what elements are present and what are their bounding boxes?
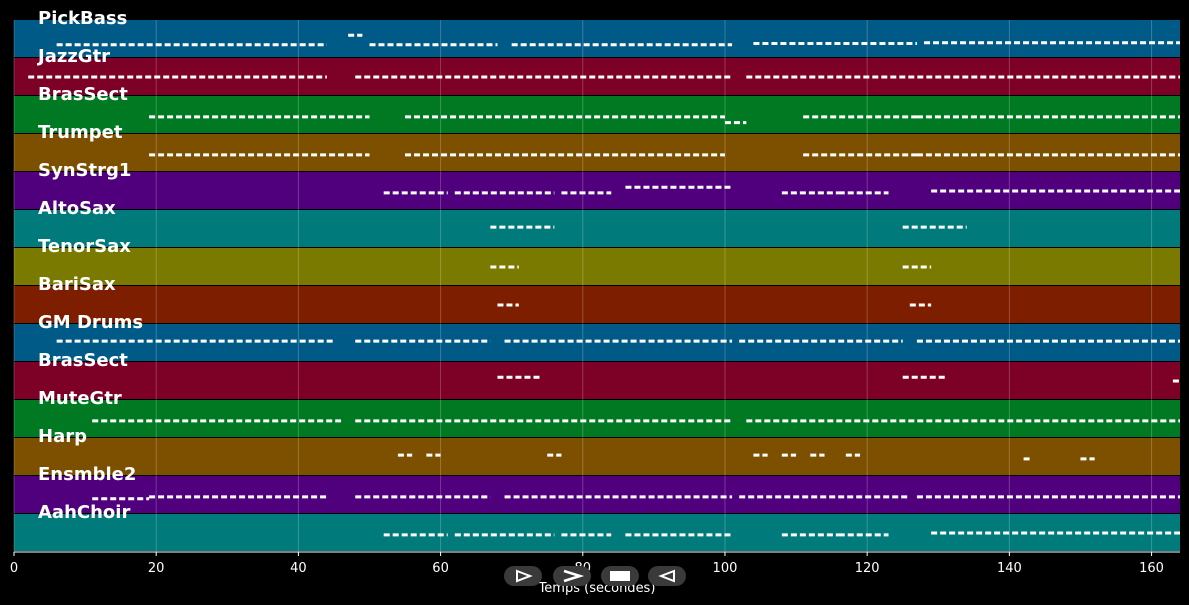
track-label: Ensmble2 (38, 464, 136, 485)
track-label: BrasSect (38, 84, 128, 105)
fast-forward-button[interactable] (553, 566, 591, 586)
track-label: JazzGtr (36, 46, 110, 67)
track-label: MuteGtr (38, 388, 122, 409)
track-label: BariSax (38, 274, 116, 295)
track-band (14, 134, 1180, 171)
track-label: GM Drums (38, 312, 143, 333)
play-button[interactable] (504, 566, 542, 586)
stop-button[interactable] (601, 566, 639, 586)
track-band (14, 210, 1180, 247)
x-tick-label: 160 (1139, 561, 1164, 576)
track-band (14, 476, 1180, 513)
stop-icon (610, 571, 630, 581)
play-icon (516, 569, 533, 583)
x-tick-label: 20 (148, 561, 165, 576)
track-band (14, 248, 1180, 285)
track-band (14, 96, 1180, 133)
x-tick-label: 140 (997, 561, 1022, 576)
track-label: Trumpet (38, 122, 123, 143)
rewind-icon (658, 569, 675, 583)
track-band (14, 400, 1180, 437)
track-label: TenorSax (38, 236, 131, 257)
track-band (14, 362, 1180, 399)
x-tick-label: 120 (855, 561, 880, 576)
x-tick-label: 0 (10, 561, 18, 576)
fast-forward-icon (563, 569, 585, 583)
track-band (14, 438, 1180, 475)
track-band (14, 20, 1180, 57)
track-band (14, 58, 1180, 95)
track-label: AahChoir (38, 502, 130, 523)
track-label: BrasSect (38, 350, 128, 371)
track-band (14, 286, 1180, 323)
track-label: PickBass (38, 8, 127, 29)
x-tick-label: 60 (432, 561, 449, 576)
track-label: AltoSax (38, 198, 116, 219)
track-label: SynStrg1 (38, 160, 131, 181)
track-label: Harp (38, 426, 87, 447)
rewind-button[interactable] (648, 566, 686, 586)
x-tick-label: 40 (290, 561, 307, 576)
x-tick-label: 100 (713, 561, 738, 576)
